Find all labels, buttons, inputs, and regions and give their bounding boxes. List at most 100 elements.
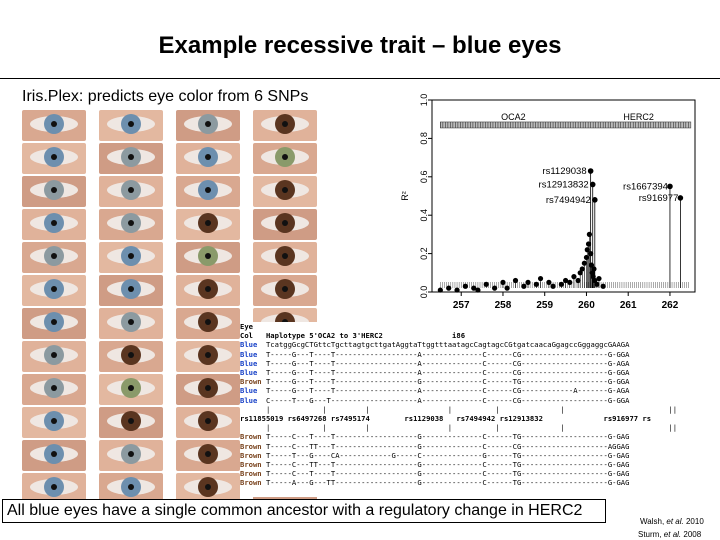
eye-photo [176,209,240,240]
haplotype-row: Brown T-----A---G---TT------------------… [240,478,710,487]
eye-photo [176,308,240,339]
data-point [533,281,539,287]
citation-walsh: Walsh, et al. 2010 [640,517,704,526]
eye-photo [22,440,86,471]
haplotype-row: Brown T-----C---T----T------------------… [240,469,710,478]
data-point [562,277,569,284]
rs-pointer-row: | | | | | | || [240,404,678,414]
data-point [537,275,544,282]
haplotype-row: Brown T-----G---T----T------------------… [240,377,710,386]
data-point [577,270,583,276]
eye-photo [176,143,240,174]
slide-title: Example recessive trait – blue eyes [158,32,562,59]
eye-photo [176,440,240,471]
data-point [591,266,597,272]
pupil [51,352,57,358]
pupil [128,154,134,160]
snp-point [587,168,594,174]
data-point [571,274,577,280]
eye-color-label: Brown [240,377,266,387]
pupil [205,418,211,424]
snp-label: rs1667394 [623,181,668,192]
citation-etal: et al. [663,530,682,539]
pupil [205,451,211,457]
eye-photo [176,473,240,504]
haplotype-row: Blue C-----T---G---T--------------------… [240,396,710,405]
data-point [512,277,519,284]
y-tick-label: 0.4 [419,209,429,222]
data-point [500,279,506,285]
y-tick-label: 0.6 [419,171,429,184]
haplotype-sequence: T-----C---T----T-------------------G----… [265,432,630,442]
haplotype-sequence: T-----G---T----T-------------------G----… [265,377,630,387]
pupil [51,484,57,490]
rs-pointer-row: | | | | | | || [240,423,678,433]
eye-color-label: Blue [240,368,266,378]
citation-author: Walsh [640,517,662,526]
eye-photo [99,242,163,273]
haplotype-row: Brown T-----C---T----T------------------… [240,432,710,441]
pupil [282,253,288,259]
haplotype-sequence: T-----A---G---TT-------------------G----… [265,478,630,488]
eye-color-label: Blue [240,395,266,405]
haplotype-row: Blue TcatggGcgCTGttcTgcttagtgcttgatAggta… [240,340,710,349]
eye-photo [176,110,240,141]
haplotype-sequence: TcatggGcgCTGttcTgcttagtgcttgatAggtaTtggt… [265,340,630,350]
snp-label: rs12913832 [539,179,589,190]
x-tick-label: 260 [578,300,595,311]
haplotype-row: Blue T-----G---T----T-------------------… [240,368,710,377]
pupil [128,418,134,424]
data-point [546,279,552,285]
data-point [567,279,573,285]
eye-color-label: Blue [240,386,266,396]
eye-photo [253,110,317,141]
eye-photo-grid [22,110,322,504]
eye-photo [99,176,163,207]
pupil [128,121,134,127]
snp-label: rs916977 [639,193,679,204]
data-point [454,287,460,293]
citation-sturm: Sturm, et al. 2008 [638,530,702,539]
eye-photo [253,176,317,207]
data-point [579,266,585,272]
eye-photo [99,143,163,174]
pupil [51,451,57,457]
eye-color-label: Blue [240,358,266,368]
eye-photo [22,143,86,174]
snp-point [592,197,598,203]
haplotype-row: Blue T-----G---T----T-------------------… [240,386,710,395]
data-point [471,285,477,291]
pupil [205,253,211,259]
eye-photo [176,176,240,207]
pupil [51,286,57,292]
data-point [521,283,527,289]
pupil [205,385,211,391]
pupil [51,154,57,160]
citation-year: 2008 [683,530,702,539]
snp-point [667,183,673,190]
y-tick-label: 0.0 [419,286,429,299]
plot-frame [431,99,696,293]
citation-year: 2010 [685,517,704,526]
pupil [282,187,288,193]
haplotype-sequence: T-----G---T----T-------------------A----… [265,349,630,359]
haplotype-sequence: T-----C---TT---T-------------------G----… [265,441,630,451]
eye-photo [99,407,163,438]
data-point [483,281,489,287]
eye-photo [176,275,240,306]
pupil [128,187,134,193]
eye-photo [253,143,317,174]
data-point [525,279,531,285]
y-tick-label: 0.2 [419,247,429,260]
data-point [504,285,510,291]
data-point [462,283,468,289]
pupil [51,121,57,127]
haplotype-sequence: T-----G---T----T-------------------A----… [265,358,630,368]
y-axis-label: R² [400,191,410,201]
pupil [128,220,134,226]
snp-point [677,195,684,201]
table-header-eye: Eye [240,322,253,331]
eye-photo [22,473,86,504]
haplotype-sequence: T-----C---TT---T-------------------G----… [265,460,630,470]
eye-photo [22,275,86,306]
